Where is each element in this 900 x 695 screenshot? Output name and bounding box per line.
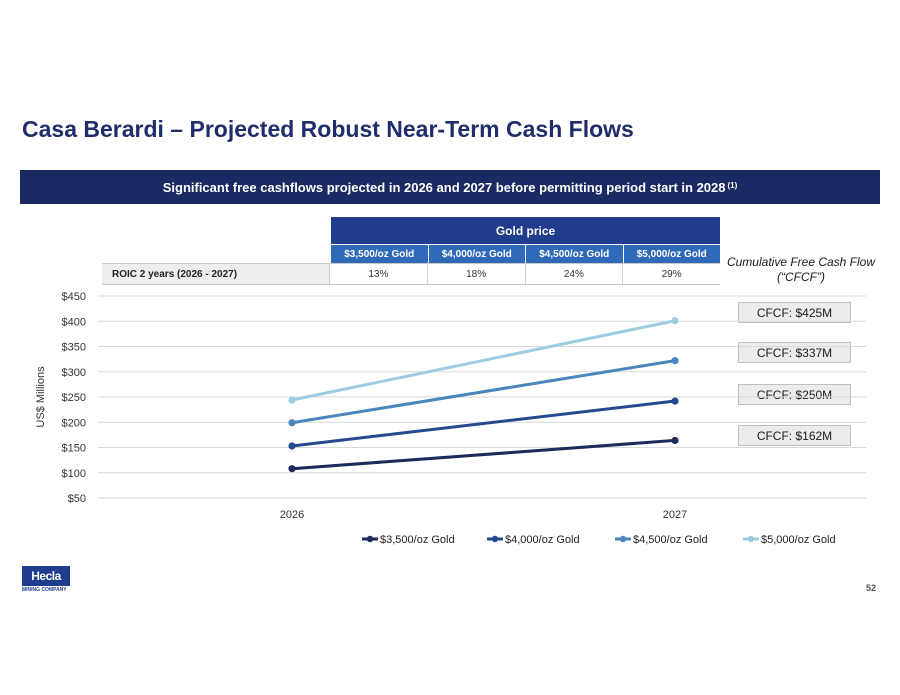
banner-text: Significant free cashflows projected in … — [162, 179, 726, 195]
roic-cell: 18% — [428, 264, 526, 284]
series-line — [291, 438, 676, 471]
legend-entry: $4,000/oz Gold — [505, 534, 580, 546]
data-point — [671, 397, 679, 405]
legend-marker — [619, 535, 627, 543]
y-tick-label: $150 — [62, 443, 86, 455]
y-tick-label: $50 — [68, 493, 86, 505]
roic-cell: 29% — [661, 268, 682, 280]
price-cell: $5,000/oz Gold — [623, 245, 720, 264]
cfcf-label-4500: CFCF: $337M — [738, 342, 851, 363]
price-cell: $3,500/oz Gold — [331, 245, 429, 264]
cfcf-label-3500: CFCF: $162M — [738, 425, 851, 446]
y-tick-label: $100 — [62, 468, 86, 480]
y-tick-label: $300 — [62, 367, 86, 379]
headline-banner: Significant free cashflows projected in … — [20, 170, 880, 204]
page-number: 52 — [866, 583, 877, 593]
banner-footnote: (1) — [727, 180, 738, 190]
series-line — [291, 359, 676, 425]
y-tick-label: $250 — [62, 392, 86, 404]
data-point — [288, 396, 296, 404]
cfcf-label-4000: CFCF: $250M — [738, 384, 851, 405]
legend-entry: $3,500/oz Gold — [380, 534, 455, 546]
y-tick-label: $350 — [62, 342, 86, 354]
x-tick-label: 2026 — [280, 509, 304, 521]
roic-cell: 13% — [330, 264, 428, 284]
cfcf-label-5000: CFCF: $425M — [738, 302, 851, 323]
y-tick-label: $400 — [62, 316, 86, 328]
roic-row: ROIC 2 years (2026 - 2027) 13% 18% 24% 2… — [102, 263, 720, 285]
cfcf-title: Cumulative Free Cash Flow (“CFCF”) — [726, 255, 876, 284]
legend-marker — [747, 535, 755, 543]
page-title: Casa Berardi – Projected Robust Near-Ter… — [22, 116, 634, 142]
y-axis-label: US$ Millions — [35, 366, 47, 428]
legend-marker — [491, 535, 499, 543]
roic-cell: 24% — [526, 264, 624, 284]
hecla-logo: Hecla MINING COMPANY — [22, 566, 74, 594]
data-point — [288, 419, 296, 427]
y-tick-label: $450 — [62, 291, 86, 303]
roic-label: ROIC 2 years (2026 - 2027) — [102, 264, 330, 284]
series-line — [291, 319, 676, 402]
x-tick-label: 2027 — [663, 509, 687, 521]
data-point — [671, 436, 679, 445]
legend-marker — [366, 535, 374, 543]
price-cell: $4,000/oz Gold — [428, 245, 526, 264]
gold-price-header: Gold price — [331, 217, 720, 244]
price-cell: $4,500/oz Gold — [526, 245, 624, 264]
data-point — [671, 357, 679, 365]
legend-entry: $4,500/oz Gold — [633, 534, 708, 546]
series-line — [291, 399, 676, 448]
y-tick-label: $200 — [62, 417, 86, 429]
gold-price-row: $3,500/oz Gold $4,000/oz Gold $4,500/oz … — [331, 245, 720, 264]
data-point — [288, 465, 296, 473]
data-point — [671, 317, 679, 325]
data-point — [288, 442, 296, 450]
logo-wordmark: Hecla — [22, 566, 70, 586]
legend-entry: $5,000/oz Gold — [761, 534, 836, 546]
logo-subtitle: MINING COMPANY — [22, 587, 67, 593]
